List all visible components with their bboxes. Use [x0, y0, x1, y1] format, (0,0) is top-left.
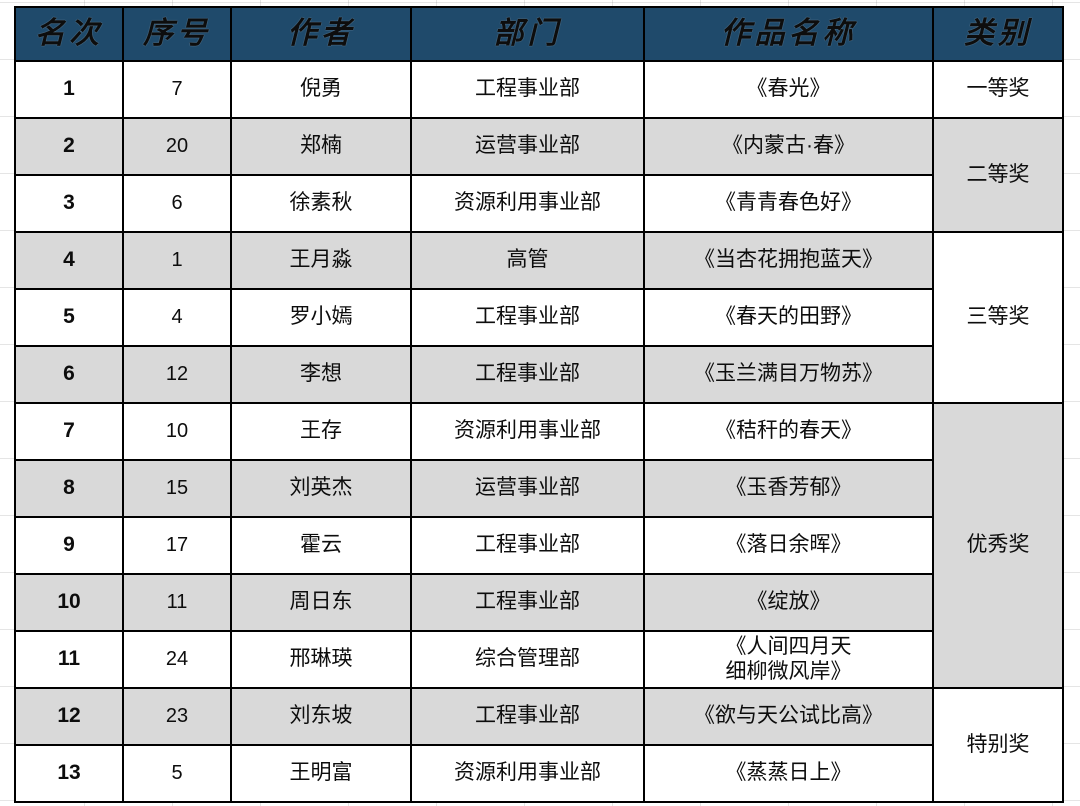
cell-dept: 运营事业部 [410, 459, 645, 518]
cell-dept: 资源利用事业部 [410, 174, 645, 233]
cell-dept: 综合管理部 [410, 630, 645, 689]
table-body: 1 7 倪勇 工程事业部 《春光》 一等奖 2 20 郑楠 运营事业部 《内蒙古·春》 二等奖 3 6 徐素… [14, 60, 1064, 803]
table-row: 3 6 徐素秋 资源利用事业部 《青青春色好》 [14, 174, 1063, 233]
cell-author: 刘英杰 [230, 459, 412, 518]
table-row: 6 12 李想 工程事业部 《玉兰满目万物苏》 [14, 345, 1063, 404]
cell-dept: 工程事业部 [410, 288, 645, 347]
cell-rank: 5 [14, 288, 124, 347]
cell-title: 《秸秆的春天》 [643, 402, 934, 461]
table-row: 2 20 郑楠 运营事业部 《内蒙古·春》 二等奖 [14, 117, 1064, 233]
cell-rank: 1 [14, 60, 124, 119]
column-header-author[interactable]: 作者 [230, 6, 412, 62]
cell-rank: 9 [14, 516, 124, 575]
cell-title: 《欲与天公试比高》 [643, 687, 934, 746]
cell-author: 刘东坡 [230, 687, 412, 746]
table-row: 4 1 王月淼 高管 《当杏花拥抱蓝天》 三等奖 [14, 231, 1064, 404]
cell-rank: 6 [14, 345, 124, 404]
table-row: 10 11 周日东 工程事业部 《绽放》 [14, 573, 1063, 632]
cell-rank: 3 [14, 174, 124, 233]
cell-number: 12 [122, 345, 232, 404]
cell-category: 优秀奖 [932, 402, 1064, 689]
cell-title-line-2: 细柳微风岸》 [725, 659, 852, 683]
table-row: 12 23 刘东坡 工程事业部 《欲与天公试比高》 特别奖 [14, 687, 1064, 803]
cell-title-line-1: 《人间四月天 [725, 634, 852, 658]
cell-title: 《春光》 [643, 60, 934, 119]
cell-author: 邢琳瑛 [230, 630, 412, 689]
cell-title: 《青青春色好》 [643, 174, 934, 233]
cell-number: 5 [122, 744, 232, 803]
cell-author: 倪勇 [230, 60, 412, 119]
cell-title: 《玉兰满目万物苏》 [643, 345, 934, 404]
cell-number: 17 [122, 516, 232, 575]
cell-number: 4 [122, 288, 232, 347]
cell-category: 一等奖 [932, 60, 1064, 119]
table-row: 7 10 王存 资源利用事业部 《秸秆的春天》 优秀奖 [14, 402, 1064, 689]
column-header-title[interactable]: 作品名称 [643, 6, 934, 62]
cell-number: 7 [122, 60, 232, 119]
cell-title: 《人间四月天 细柳微风岸》 [643, 630, 934, 689]
cell-rank: 4 [14, 231, 124, 290]
cell-number: 15 [122, 459, 232, 518]
cell-dept: 高管 [410, 231, 645, 290]
cell-dept: 工程事业部 [410, 573, 645, 632]
table-row: 8 15 刘英杰 运营事业部 《玉香芳郁》 [14, 459, 1063, 518]
table-row: 13 5 王明富 资源利用事业部 《蒸蒸日上》 [14, 744, 1063, 803]
cell-author: 郑楠 [230, 117, 412, 176]
cell-rank: 12 [14, 687, 124, 746]
column-header-rank[interactable]: 名次 [14, 6, 124, 62]
cell-number: 20 [122, 117, 232, 176]
table-row: 1 7 倪勇 工程事业部 《春光》 一等奖 [14, 60, 1064, 119]
cell-rank: 11 [14, 630, 124, 689]
cell-title: 《内蒙古·春》 [643, 117, 934, 176]
cell-author: 王月淼 [230, 231, 412, 290]
cell-title: 《玉香芳郁》 [643, 459, 934, 518]
cell-title: 《当杏花拥抱蓝天》 [643, 231, 934, 290]
cell-dept: 工程事业部 [410, 516, 645, 575]
cell-number: 1 [122, 231, 232, 290]
cell-category: 二等奖 [932, 117, 1064, 233]
cell-author: 霍云 [230, 516, 412, 575]
award-results-table: 名次 序号 作者 部门 作品名称 类别 1 7 倪勇 工程事业部 《春光》 一等奖 2 20 郑… [14, 6, 1064, 803]
cell-title: 《春天的田野》 [643, 288, 934, 347]
cell-number: 10 [122, 402, 232, 461]
cell-dept: 运营事业部 [410, 117, 645, 176]
cell-dept: 工程事业部 [410, 687, 645, 746]
cell-dept: 工程事业部 [410, 60, 645, 119]
cell-author: 周日东 [230, 573, 412, 632]
cell-dept: 资源利用事业部 [410, 402, 645, 461]
cell-title: 《绽放》 [643, 573, 934, 632]
cell-rank: 8 [14, 459, 124, 518]
table-row: 11 24 邢琳瑛 综合管理部 《人间四月天 细柳微风岸》 [14, 630, 1063, 689]
column-header-number[interactable]: 序号 [122, 6, 232, 62]
cell-title: 《蒸蒸日上》 [643, 744, 934, 803]
cell-rank: 10 [14, 573, 124, 632]
table-header: 名次 序号 作者 部门 作品名称 类别 [14, 6, 1064, 62]
cell-number: 24 [122, 630, 232, 689]
cell-dept: 资源利用事业部 [410, 744, 645, 803]
header-row: 名次 序号 作者 部门 作品名称 类别 [14, 6, 1064, 62]
column-header-category[interactable]: 类别 [932, 6, 1064, 62]
cell-dept: 工程事业部 [410, 345, 645, 404]
cell-number: 11 [122, 573, 232, 632]
cell-author: 王存 [230, 402, 412, 461]
table-row: 9 17 霍云 工程事业部 《落日余晖》 [14, 516, 1063, 575]
cell-category: 特别奖 [932, 687, 1064, 803]
cell-rank: 2 [14, 117, 124, 176]
cell-number: 6 [122, 174, 232, 233]
cell-title: 《落日余晖》 [643, 516, 934, 575]
column-header-dept[interactable]: 部门 [410, 6, 645, 62]
cell-rank: 7 [14, 402, 124, 461]
cell-author: 李想 [230, 345, 412, 404]
cell-author: 罗小嫣 [230, 288, 412, 347]
cell-author: 王明富 [230, 744, 412, 803]
cell-rank: 13 [14, 744, 124, 803]
cell-number: 23 [122, 687, 232, 746]
cell-category: 三等奖 [932, 231, 1064, 404]
award-table-container: 名次 序号 作者 部门 作品名称 类别 1 7 倪勇 工程事业部 《春光》 一等奖 2 20 郑… [14, 6, 1064, 803]
table-row: 5 4 罗小嫣 工程事业部 《春天的田野》 [14, 288, 1063, 347]
cell-author: 徐素秋 [230, 174, 412, 233]
